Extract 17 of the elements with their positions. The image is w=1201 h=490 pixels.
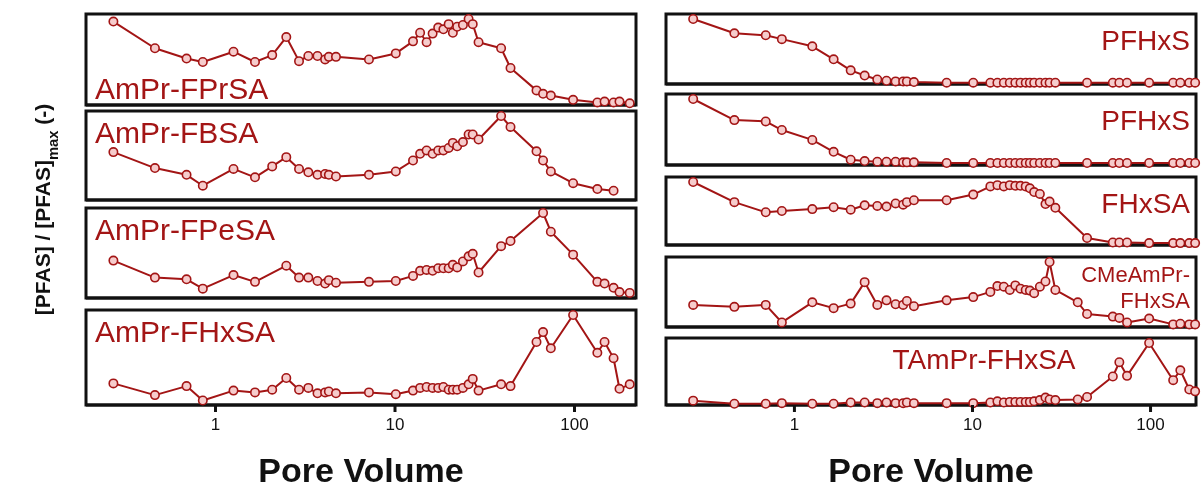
x-tick-label: 100 <box>560 415 589 434</box>
series-label: FHxSA <box>1101 188 1191 219</box>
series-label: AmPr-FHxSA <box>95 315 275 348</box>
series-label: AmPr-FPrSA <box>95 72 269 105</box>
x-tick-label: 10 <box>385 415 405 434</box>
x-tick-label: 10 <box>963 415 982 434</box>
series-label: CMeAmPr-FHxSA <box>1081 262 1191 313</box>
x-tick-label: 1 <box>210 415 221 434</box>
x-tick-label: 1 <box>789 415 800 434</box>
x-axis-title: Pore Volume <box>828 451 1034 489</box>
series-label: PFHxS <box>1101 25 1190 56</box>
series-label: AmPr-FBSA <box>95 116 259 149</box>
series-label: TAmPr-FHxSA <box>892 344 1076 375</box>
series-label: AmPr-FPeSA <box>95 213 276 246</box>
x-axis-title: Pore Volume <box>258 451 464 489</box>
x-tick-label: 100 <box>1136 415 1165 434</box>
series-label: PFHxS <box>1101 105 1190 136</box>
